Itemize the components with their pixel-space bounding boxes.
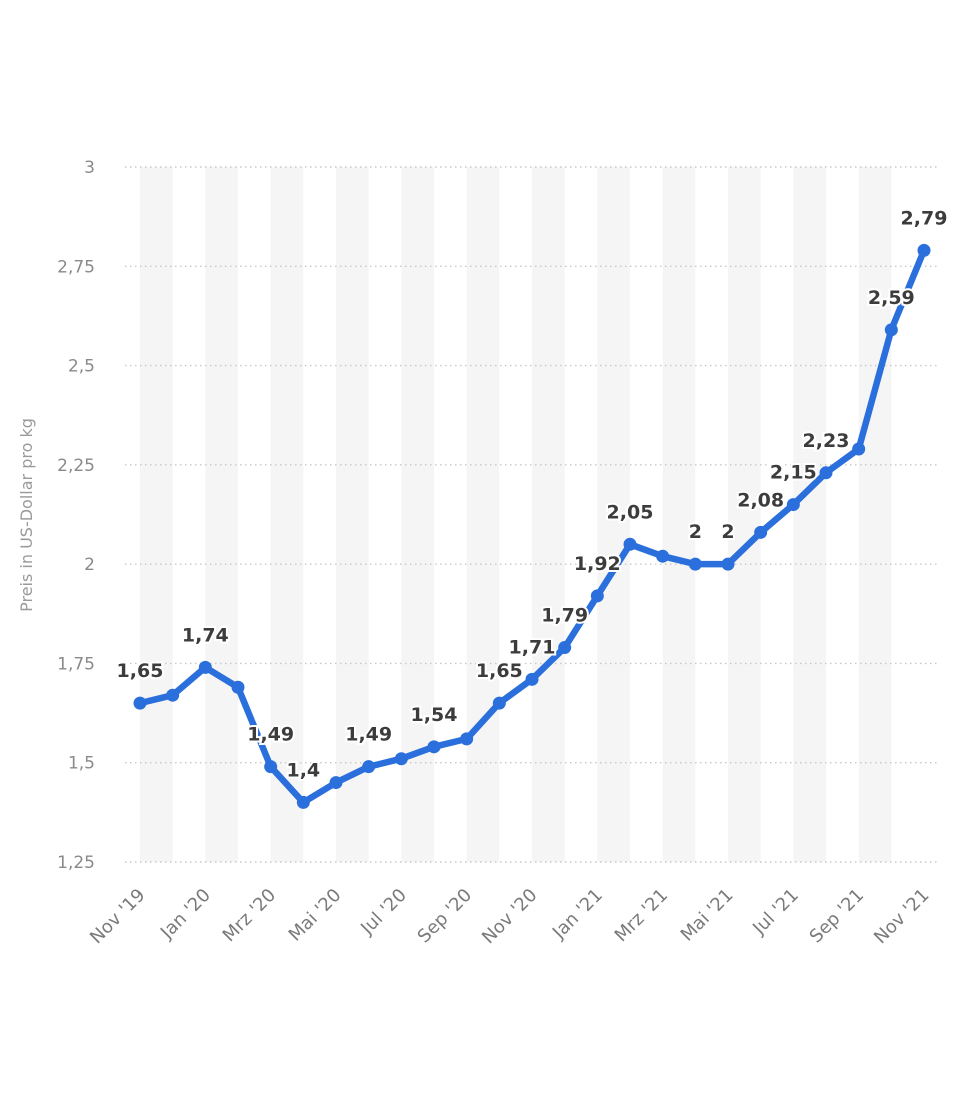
y-tick-label: 2	[84, 555, 95, 575]
x-tick-label: Nov '21	[870, 885, 933, 948]
data-point	[133, 696, 147, 710]
data-point	[917, 243, 931, 257]
x-tick-label: Nov '19	[86, 885, 149, 948]
data-point	[460, 732, 474, 746]
band	[336, 167, 369, 862]
data-point	[329, 776, 343, 790]
y-tick-label: 3	[84, 158, 95, 178]
data-point	[754, 525, 768, 539]
data-point	[264, 760, 278, 774]
data-labels: 1,651,741,491,41,491,541,651,711,791,922…	[115, 205, 950, 783]
data-point	[427, 740, 441, 754]
series	[133, 243, 931, 809]
alternating-bands	[140, 167, 892, 862]
data-point	[590, 589, 604, 603]
grid-lines	[125, 166, 940, 863]
x-tick-label: Sep '21	[806, 885, 869, 948]
y-tick-label: 1,5	[68, 754, 95, 774]
data-label: 2	[721, 521, 734, 543]
data-point	[558, 641, 572, 655]
data-label: 2	[689, 521, 702, 543]
band	[270, 167, 304, 862]
x-tick-label: Nov '20	[478, 885, 541, 948]
data-label: 1,92	[574, 553, 621, 575]
band	[793, 167, 826, 862]
data-label: 1,65	[476, 660, 523, 682]
data-label: 1,4	[286, 759, 320, 781]
band	[858, 167, 892, 862]
band	[662, 167, 696, 862]
data-label: 2,79	[901, 207, 948, 229]
data-point	[819, 466, 833, 480]
x-tick-label: Jul '20	[356, 885, 411, 940]
band	[466, 167, 500, 862]
x-tick-label: Mai '20	[285, 885, 346, 946]
data-point	[884, 323, 898, 337]
data-point	[362, 760, 376, 774]
band	[532, 167, 565, 862]
data-point	[656, 549, 670, 563]
y-tick-label: 1,75	[57, 654, 95, 674]
data-point	[296, 795, 310, 809]
x-tick-label: Mai '21	[677, 885, 738, 946]
x-tick-label: Jul '21	[748, 885, 803, 940]
band	[597, 167, 630, 862]
band	[728, 167, 761, 862]
y-tick-label: 1,25	[57, 853, 95, 873]
data-label: 1,74	[182, 624, 229, 646]
data-point	[231, 680, 245, 694]
data-point	[623, 537, 637, 551]
data-point	[786, 498, 800, 512]
data-label: 2,08	[737, 489, 784, 511]
data-point	[525, 672, 539, 686]
data-point	[492, 696, 506, 710]
y-axis-ticks: 1,25 1,5 1,75 2 2,25 2,5 2,75 3	[57, 158, 95, 873]
data-point	[166, 688, 180, 702]
data-point	[852, 442, 866, 456]
data-label: 1,79	[541, 605, 588, 627]
data-label: 1,71	[509, 636, 556, 658]
band	[205, 167, 238, 862]
data-label: 1,49	[247, 724, 294, 746]
data-point	[198, 660, 212, 674]
x-tick-label: Jan '21	[548, 885, 607, 944]
data-label: 2,59	[868, 287, 915, 309]
data-label: 1,49	[345, 724, 392, 746]
y-tick-label: 2,5	[68, 357, 95, 377]
data-label: 1,65	[117, 660, 164, 682]
data-label: 2,15	[770, 462, 817, 484]
y-tick-label: 2,75	[57, 257, 95, 277]
x-tick-label: Sep '20	[414, 885, 477, 948]
y-axis-label: Preis in US-Dollar pro kg	[17, 418, 36, 612]
data-point	[721, 557, 735, 571]
data-label: 2,23	[803, 430, 850, 452]
x-tick-label: Jan '20	[156, 885, 215, 944]
data-label: 2,05	[607, 501, 654, 523]
data-label: 1,54	[411, 704, 458, 726]
band	[140, 167, 173, 862]
x-tick-label: Mrz '20	[219, 885, 280, 946]
data-point	[394, 752, 408, 766]
x-tick-label: Mrz '21	[611, 885, 672, 946]
x-axis-ticks: Nov '19 Jan '20 Mrz '20 Mai '20 Jul '20 Sep '…	[86, 885, 933, 948]
data-point	[688, 557, 702, 571]
y-tick-label: 2,25	[57, 456, 95, 476]
